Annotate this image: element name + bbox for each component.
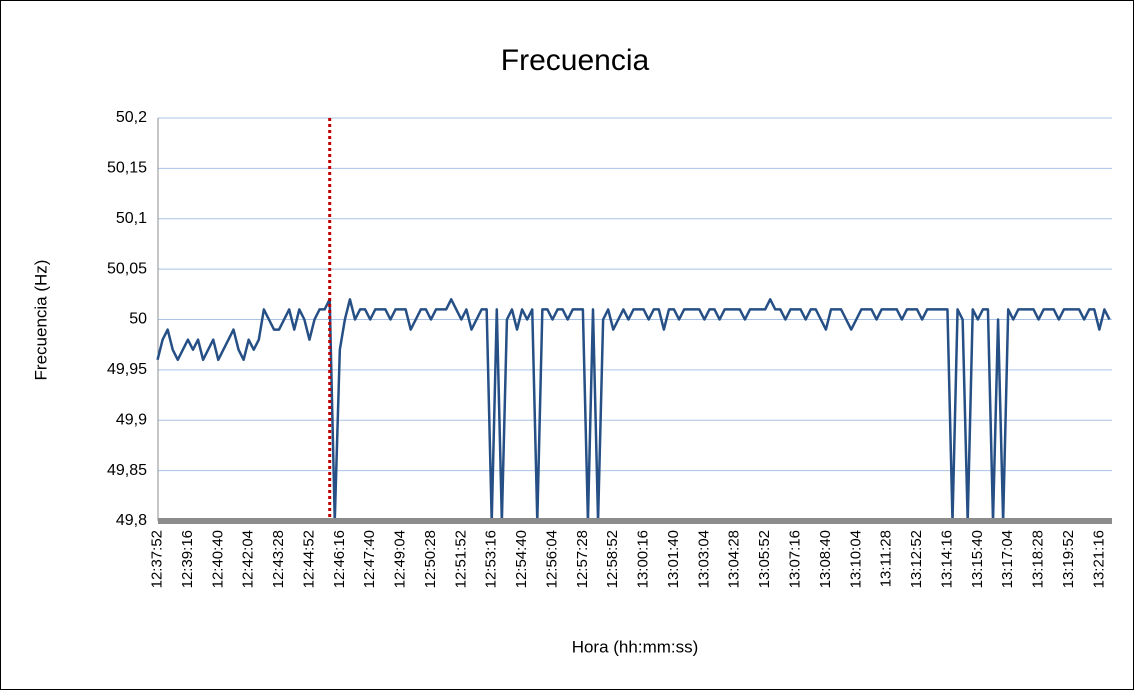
x-tick-label: 12:58:52 xyxy=(604,530,621,588)
x-tick-label: 12:44:52 xyxy=(300,530,317,588)
x-tick-label: 13:19:52 xyxy=(1060,530,1077,588)
x-tick-label: 12:47:40 xyxy=(361,530,378,588)
x-tick-label: 13:14:16 xyxy=(938,530,955,588)
x-tick-label: 13:04:28 xyxy=(726,530,743,588)
y-tick-label: 50 xyxy=(129,311,147,328)
x-tick-label: 12:57:28 xyxy=(574,530,591,588)
chart-title: Frecuencia xyxy=(501,44,650,77)
x-tick-label: 12:54:40 xyxy=(513,530,530,588)
x-tick-label: 12:49:04 xyxy=(392,530,409,588)
y-tick-label: 50,1 xyxy=(116,210,147,227)
x-tick-label: 12:37:52 xyxy=(149,530,166,588)
x-tick-label: 12:42:04 xyxy=(240,530,257,588)
y-axis-title: Frecuencia (Hz) xyxy=(31,260,50,381)
y-tick-label: 49,95 xyxy=(107,361,147,378)
x-tick-label: 12:43:28 xyxy=(270,530,287,588)
y-tick-label: 50,15 xyxy=(107,160,147,177)
y-tick-label: 49,9 xyxy=(116,411,147,428)
x-tick-label: 12:39:16 xyxy=(179,530,196,588)
x-tick-label: 13:10:04 xyxy=(847,530,864,588)
x-axis-title: Hora (hh:mm:ss) xyxy=(572,637,699,656)
y-tick-label: 49,85 xyxy=(107,462,147,479)
x-tick-label: 13:03:04 xyxy=(695,530,712,588)
x-tick-label: 12:40:40 xyxy=(209,530,226,588)
x-tick-label: 13:12:52 xyxy=(908,530,925,588)
y-tick-label: 49,8 xyxy=(116,512,147,529)
x-tick-label: 13:18:28 xyxy=(1030,530,1047,588)
x-tick-label: 12:56:04 xyxy=(543,530,560,588)
x-tick-label: 12:51:52 xyxy=(452,530,469,588)
x-tick-label: 13:01:40 xyxy=(665,530,682,588)
x-tick-label: 13:21:16 xyxy=(1090,530,1107,588)
y-tick-label: 50,05 xyxy=(107,260,147,277)
x-tick-label: 12:46:16 xyxy=(331,530,348,588)
x-tick-label: 13:11:28 xyxy=(878,530,895,587)
x-tick-label: 12:53:16 xyxy=(483,530,500,588)
x-tick-label: 13:05:52 xyxy=(756,530,773,588)
x-tick-label: 13:15:40 xyxy=(969,530,986,588)
x-tick-label: 13:17:04 xyxy=(999,530,1016,588)
x-tick-label: 13:07:16 xyxy=(787,530,804,588)
x-tick-label: 13:00:16 xyxy=(635,530,652,588)
x-tick-label: 13:08:40 xyxy=(817,530,834,588)
x-tick-label: 12:50:28 xyxy=(422,530,439,588)
y-tick-label: 50,2 xyxy=(116,109,147,126)
line-series xyxy=(156,298,1111,523)
